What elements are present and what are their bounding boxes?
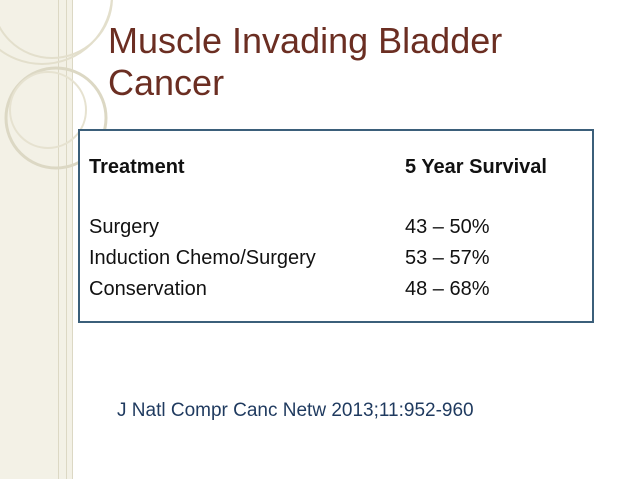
row-treatment: Conservation bbox=[89, 278, 207, 300]
column-header-survival: 5 Year Survival bbox=[405, 156, 547, 178]
slide-title: Muscle Invading Bladder Cancer bbox=[108, 20, 608, 104]
decorative-circle bbox=[0, 0, 113, 59]
decorative-circle bbox=[0, 0, 113, 65]
decorative-band-line bbox=[72, 0, 73, 479]
row-treatment: Induction Chemo/Surgery bbox=[89, 247, 316, 269]
survival-table: Treatment 5 Year Survival Surgery 43 – 5… bbox=[78, 129, 594, 323]
decorative-circles-graphic bbox=[0, 0, 113, 170]
decorative-circle bbox=[9, 71, 87, 149]
decorative-left-band bbox=[0, 0, 72, 479]
row-survival: 53 – 57% bbox=[405, 247, 490, 269]
citation-text: J Natl Compr Canc Netw 2013;11:952-960 bbox=[117, 400, 474, 421]
row-survival: 43 – 50% bbox=[405, 216, 490, 238]
decorative-circle bbox=[4, 66, 108, 170]
slide-title-line2: Cancer bbox=[108, 62, 225, 103]
decorative-band-line bbox=[58, 0, 59, 479]
row-survival: 48 – 68% bbox=[405, 278, 490, 300]
slide-title-line1: Muscle Invading Bladder bbox=[108, 20, 503, 61]
row-treatment: Surgery bbox=[89, 216, 160, 238]
column-header-treatment: Treatment bbox=[89, 156, 185, 178]
decorative-band-line bbox=[66, 0, 67, 479]
